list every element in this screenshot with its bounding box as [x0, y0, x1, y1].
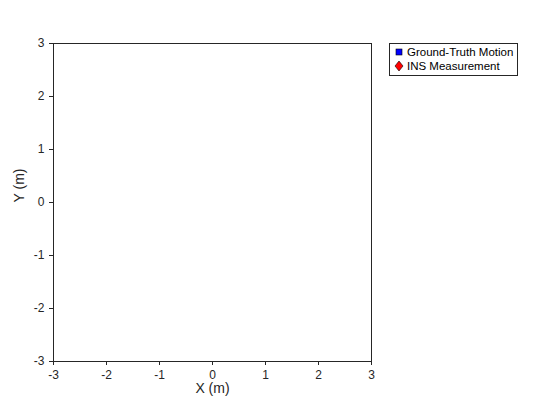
- svg-text:-2: -2: [101, 368, 112, 382]
- html-text:Ground-Truth Motion: Ground-Truth Motion: [407, 46, 514, 58]
- svg-text:Y (m): Y (m): [11, 169, 27, 203]
- svg-text:0: 0: [38, 195, 45, 209]
- svg-text:1: 1: [38, 142, 45, 156]
- svg-text:3: 3: [368, 368, 375, 382]
- svg-text:-3: -3: [34, 354, 45, 368]
- svg-text:3: 3: [38, 36, 45, 50]
- svg-text:X (m): X (m): [195, 380, 229, 396]
- svg-text:-3: -3: [48, 368, 59, 382]
- svg-text:-2: -2: [34, 301, 45, 315]
- html-text:INS Measurement: INS Measurement: [407, 60, 500, 72]
- svg-text:1: 1: [262, 368, 269, 382]
- svg-text:-1: -1: [34, 248, 45, 262]
- svg-text:-1: -1: [154, 368, 165, 382]
- svg-text:2: 2: [315, 368, 322, 382]
- svg-text:2: 2: [38, 89, 45, 103]
- svg-text:0: 0: [209, 368, 216, 382]
